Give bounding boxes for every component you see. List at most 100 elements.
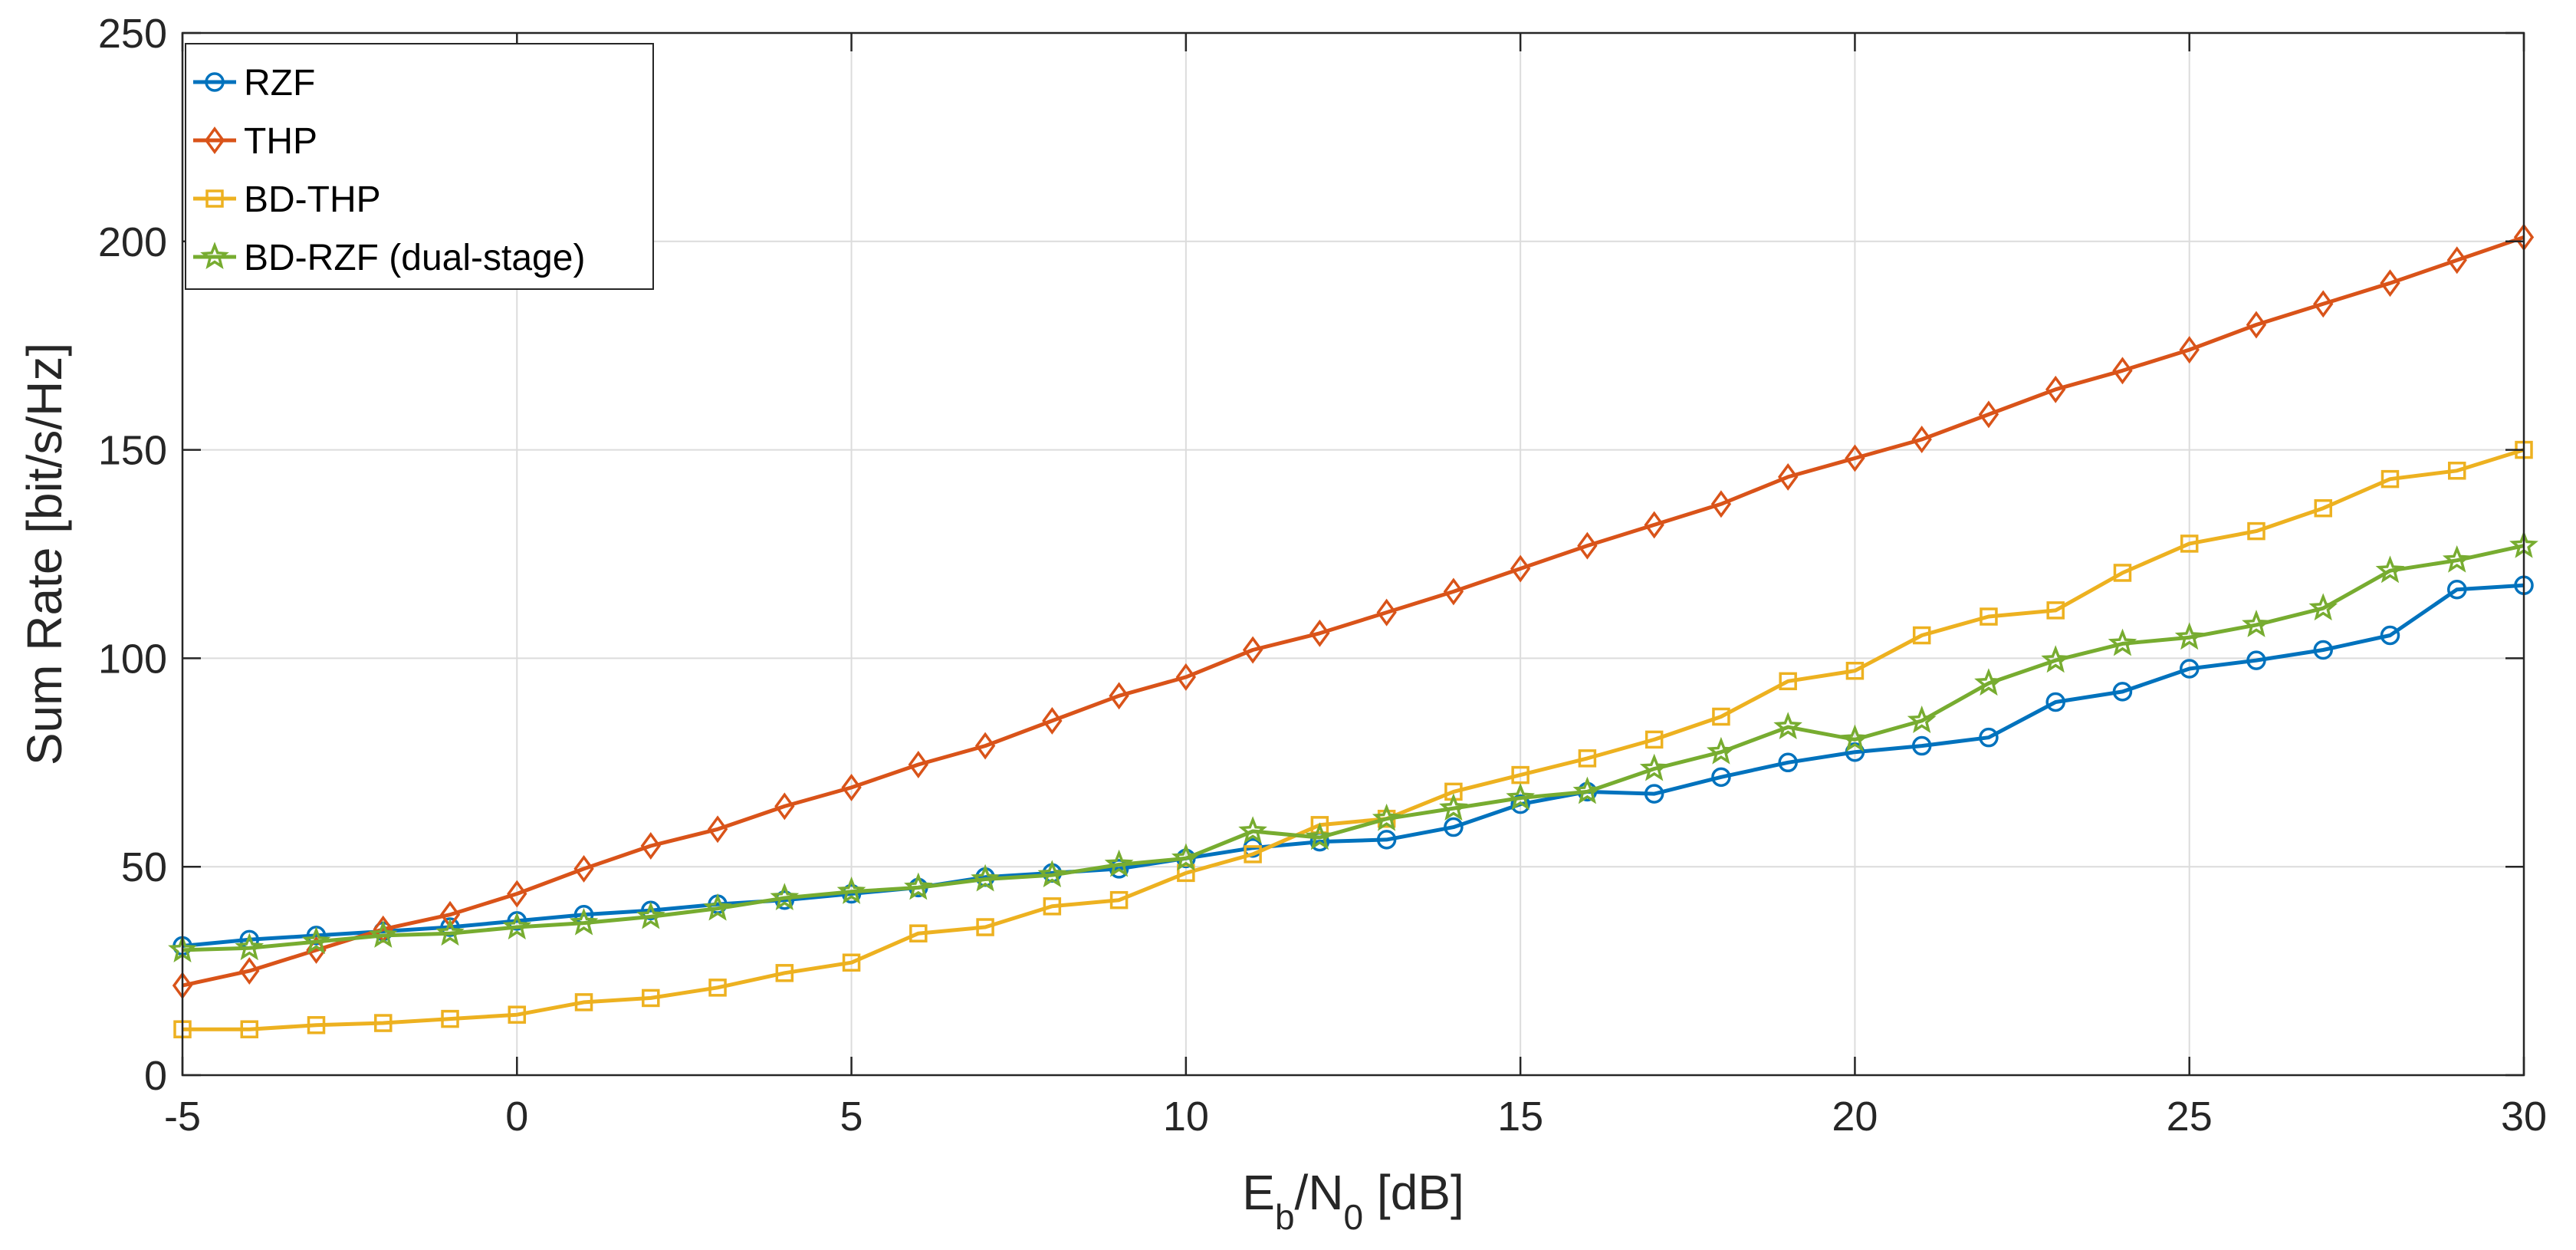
series-bd-rzf-dual-stage	[168, 530, 2538, 962]
data-point-bd-rzf-dual-stage	[502, 912, 532, 940]
data-point-thp	[2313, 290, 2334, 318]
data-point-bd-rzf-dual-stage	[301, 926, 331, 955]
data-point-bd-rzf-dual-stage	[2041, 645, 2071, 673]
data-point-bd-rzf-dual-stage	[2108, 628, 2137, 656]
legend-entry-bd-thp: BD-THP	[193, 179, 381, 220]
data-point-bd-rzf-dual-stage	[1372, 803, 1401, 831]
legend-label: BD-THP	[244, 179, 381, 220]
data-point-bd-thp	[976, 918, 994, 936]
data-point-bd-rzf-dual-stage	[2242, 610, 2271, 637]
data-point-thp	[1042, 706, 1063, 735]
data-point-bd-thp	[1644, 730, 1664, 749]
data-point-bd-rzf-dual-stage	[1907, 706, 1937, 733]
data-point-bd-rzf-dual-stage	[836, 876, 866, 904]
legend-entries: RZF THP BD-THP BD-RZF (dual-stage)	[193, 63, 585, 278]
data-point-bd-rzf-dual-stage	[368, 920, 398, 948]
y-tick-label: 200	[98, 219, 167, 265]
data-point-thp	[774, 792, 795, 821]
data-point-bd-thp	[1244, 845, 1262, 863]
legend-marker-rzf	[205, 72, 225, 92]
data-point-bd-rzf-dual-stage	[1773, 712, 1802, 740]
series-line-thp	[182, 235, 2525, 988]
data-point-thp	[1978, 400, 1999, 429]
data-point-bd-thp	[2380, 469, 2400, 488]
x-axis-label-mid: /N	[1295, 1165, 1344, 1220]
data-point-bd-thp	[574, 993, 593, 1012]
legend-box	[185, 43, 654, 290]
data-point-bd-thp	[1980, 607, 1998, 626]
data-point-bd-rzf-dual-stage	[2174, 622, 2204, 650]
data-point-rzf	[2313, 640, 2333, 660]
data-point-rzf	[2446, 579, 2467, 600]
data-point-bd-thp	[2113, 564, 2132, 582]
y-tick-label: 0	[144, 1053, 167, 1099]
y-tick-label: 100	[98, 636, 167, 682]
data-point-bd-rzf-dual-stage	[1104, 849, 1134, 877]
data-point-bd-thp	[1109, 890, 1129, 910]
data-point-bd-rzf-dual-stage	[235, 933, 264, 961]
data-point-bd-thp	[708, 979, 727, 997]
data-point-bd-thp	[842, 953, 861, 972]
legend-entry-rzf: RZF	[193, 63, 315, 104]
data-point-bd-thp	[642, 988, 660, 1008]
data-point-bd-rzf-dual-stage	[1572, 776, 1602, 804]
data-point-bd-thp	[2046, 601, 2065, 620]
data-point-bd-thp	[508, 1005, 527, 1024]
data-point-thp	[2112, 357, 2133, 385]
data-point-rzf	[1644, 784, 1664, 804]
data-point-thp	[2045, 375, 2066, 403]
data-point-thp	[439, 900, 461, 929]
data-point-bd-thp	[1511, 765, 1530, 785]
y-tick-label: 250	[98, 11, 167, 57]
data-point-thp	[640, 832, 661, 860]
data-point-thp	[1376, 598, 1397, 627]
x-axis-label-tail: [dB]	[1363, 1165, 1464, 1220]
data-point-bd-rzf-dual-stage	[2308, 593, 2338, 621]
data-point-rzf	[1376, 830, 1397, 850]
data-point-bd-rzf-dual-stage	[2442, 544, 2472, 573]
data-point-bd-thp	[2180, 535, 2199, 553]
data-point-bd-rzf-dual-stage	[904, 872, 933, 900]
data-point-thp	[841, 773, 862, 801]
data-point-bd-thp	[1912, 626, 1931, 645]
x-tick-label: 5	[840, 1094, 863, 1140]
data-point-thp	[2446, 246, 2467, 275]
data-point-thp	[573, 854, 594, 883]
data-point-thp	[507, 880, 527, 908]
series-line-bd-thp	[182, 448, 2525, 1031]
series-line-rzf	[182, 583, 2525, 948]
data-point-thp	[1644, 511, 1664, 539]
x-tick-label: 0	[505, 1094, 528, 1140]
data-point-rzf	[1778, 752, 1798, 773]
y-tick-label: 150	[98, 428, 167, 474]
legend-label: RZF	[244, 63, 315, 104]
x-tick-label: 20	[1832, 1094, 1878, 1140]
data-point-thp	[1309, 619, 1330, 647]
data-point-bd-thp	[374, 1014, 393, 1032]
data-point-thp	[908, 751, 928, 778]
data-point-rzf	[1444, 817, 1464, 837]
y-tick-label: 50	[121, 844, 167, 890]
data-point-thp	[707, 815, 728, 844]
series-thp	[172, 223, 2535, 1000]
x-axis-label-sub1: b	[1275, 1197, 1295, 1237]
data-point-rzf	[1109, 859, 1129, 879]
x-axis-label-sub2: 0	[1344, 1197, 1364, 1237]
legend-label: BD-RZF (dual-stage)	[244, 238, 585, 278]
data-point-bd-rzf-dual-stage	[1439, 793, 1468, 821]
data-point-bd-thp	[1310, 816, 1329, 834]
data-point-thp	[2179, 336, 2200, 364]
data-point-bd-rzf-dual-stage	[1840, 724, 1870, 752]
data-point-bd-thp	[441, 1009, 459, 1028]
data-point-thp	[1911, 426, 1932, 453]
x-tick-label: -5	[164, 1094, 201, 1140]
data-point-rzf	[2179, 659, 2200, 679]
series-line-bd-rzf-dual-stage	[182, 544, 2525, 952]
legend: RZF THP BD-THP BD-RZF (dual-stage)	[185, 43, 654, 290]
x-tick-label: 10	[1163, 1094, 1209, 1140]
series-layer	[168, 223, 2538, 1038]
data-point-bd-rzf-dual-stage	[703, 893, 732, 921]
legend-entry-bd-rzf-dual-stage: BD-RZF (dual-stage)	[193, 238, 585, 278]
data-point-bd-thp	[1578, 749, 1597, 768]
